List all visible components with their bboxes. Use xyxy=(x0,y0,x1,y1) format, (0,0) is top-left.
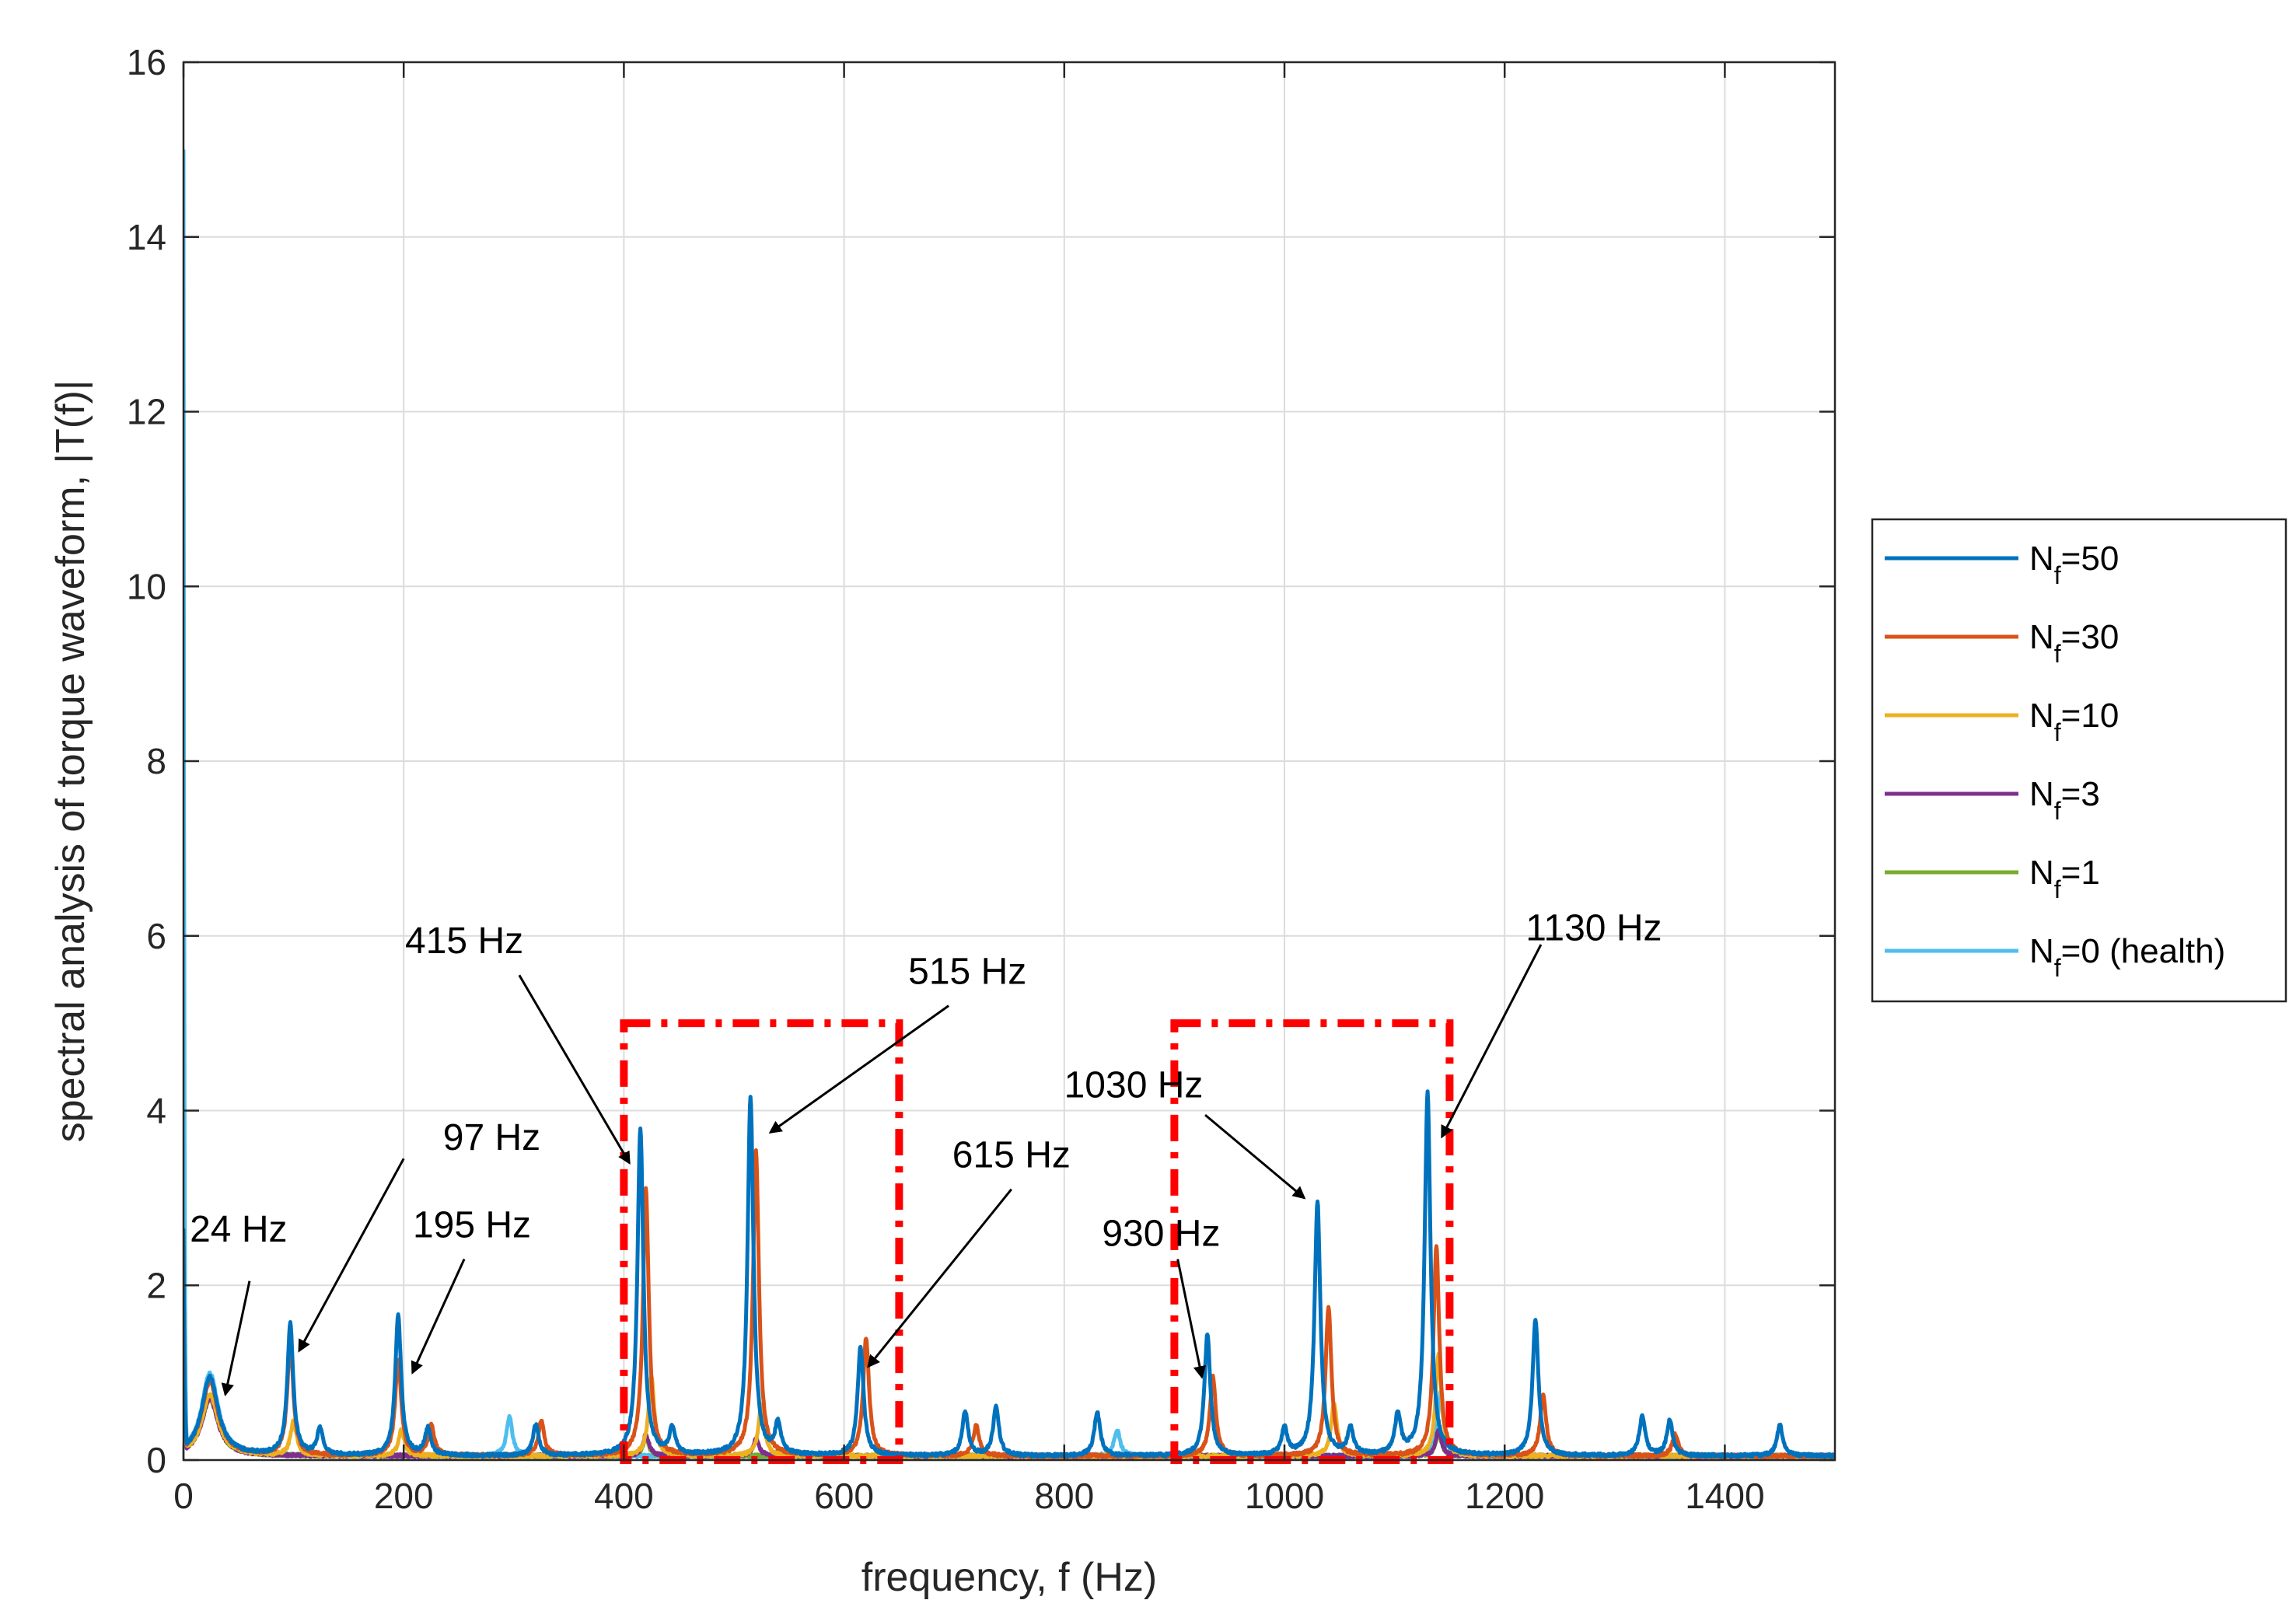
x-tick-label: 400 xyxy=(594,1476,654,1516)
legend-label: Nf=3 xyxy=(2029,775,2100,825)
annotation-arrow xyxy=(518,974,631,1165)
legend-label: Nf=10 xyxy=(2029,697,2119,746)
annotation-label: 515 Hz xyxy=(908,952,1026,993)
annotation-arrow xyxy=(867,1188,1012,1368)
y-tick-label: 10 xyxy=(127,566,166,606)
legend: Nf=50 Nf=30 Nf=10 Nf=3 Nf=1 Nf=0 (health) xyxy=(1871,518,2287,1003)
legend-label: Nf=0 (health) xyxy=(2029,932,2225,982)
annotation-arrow xyxy=(1204,1113,1306,1200)
annotation-label: 24 Hz xyxy=(190,1209,287,1250)
annotation-label: 195 Hz xyxy=(413,1204,531,1245)
legend-label: Nf=30 xyxy=(2029,618,2119,668)
highlight-box xyxy=(620,1019,903,1464)
annotation-arrow xyxy=(768,1004,949,1134)
y-tick-label: 4 xyxy=(146,1091,166,1131)
x-tick-label: 0 xyxy=(173,1476,194,1516)
x-tick-label: 1200 xyxy=(1465,1476,1544,1516)
y-tick-label: 6 xyxy=(146,916,166,956)
x-tick-label: 200 xyxy=(374,1476,434,1516)
annotation-label: 1130 Hz xyxy=(1525,907,1662,948)
x-axis-label: frequency, f (Hz) xyxy=(861,1555,1157,1600)
x-tick-label: 600 xyxy=(814,1476,874,1516)
annotation-label: 615 Hz xyxy=(952,1135,1071,1176)
y-tick-label: 8 xyxy=(146,741,166,781)
highlight-boxes xyxy=(620,1019,1454,1464)
annotation-label: 97 Hz xyxy=(443,1117,540,1158)
y-tick-label: 12 xyxy=(127,392,166,432)
y-tick-label: 2 xyxy=(146,1265,166,1305)
y-tick-label: 14 xyxy=(127,217,166,257)
annotation-label: 930 Hz xyxy=(1102,1214,1220,1255)
grid xyxy=(183,62,1835,1460)
legend-label: Nf=1 xyxy=(2029,854,2100,903)
annotations: 24 Hz 97 Hz 195 Hz 415 Hz 515 Hz 615 Hz 930 Hz… xyxy=(190,907,1662,1397)
legend-label: Nf=50 xyxy=(2029,540,2119,589)
legend-box xyxy=(1871,518,2287,1003)
x-tick-label: 1400 xyxy=(1685,1476,1764,1516)
y-axis-label: spectral analysis of torque waveform, |T… xyxy=(48,380,93,1143)
annotation-arrow xyxy=(411,1258,466,1375)
annotation-arrow xyxy=(221,1280,251,1397)
y-tick-label: 0 xyxy=(146,1440,166,1480)
x-tick-label: 800 xyxy=(1034,1476,1094,1516)
x-tick-label: 1000 xyxy=(1245,1476,1324,1516)
annotation-arrow xyxy=(1176,1259,1207,1379)
series-group xyxy=(183,149,1835,1460)
ticks: 0 200 400 600 800 1000 1200 1400 0 2 4 6 8 10 12 14 16 xyxy=(127,42,1835,1516)
annotation-arrow xyxy=(1441,944,1543,1139)
annotation-label: 1030 Hz xyxy=(1064,1065,1204,1106)
y-tick-label: 16 xyxy=(127,42,166,82)
highlight-box xyxy=(1170,1019,1454,1464)
annotation-arrow xyxy=(298,1158,405,1353)
series-line xyxy=(183,1089,1835,1459)
annotation-label: 415 Hz xyxy=(405,921,523,962)
